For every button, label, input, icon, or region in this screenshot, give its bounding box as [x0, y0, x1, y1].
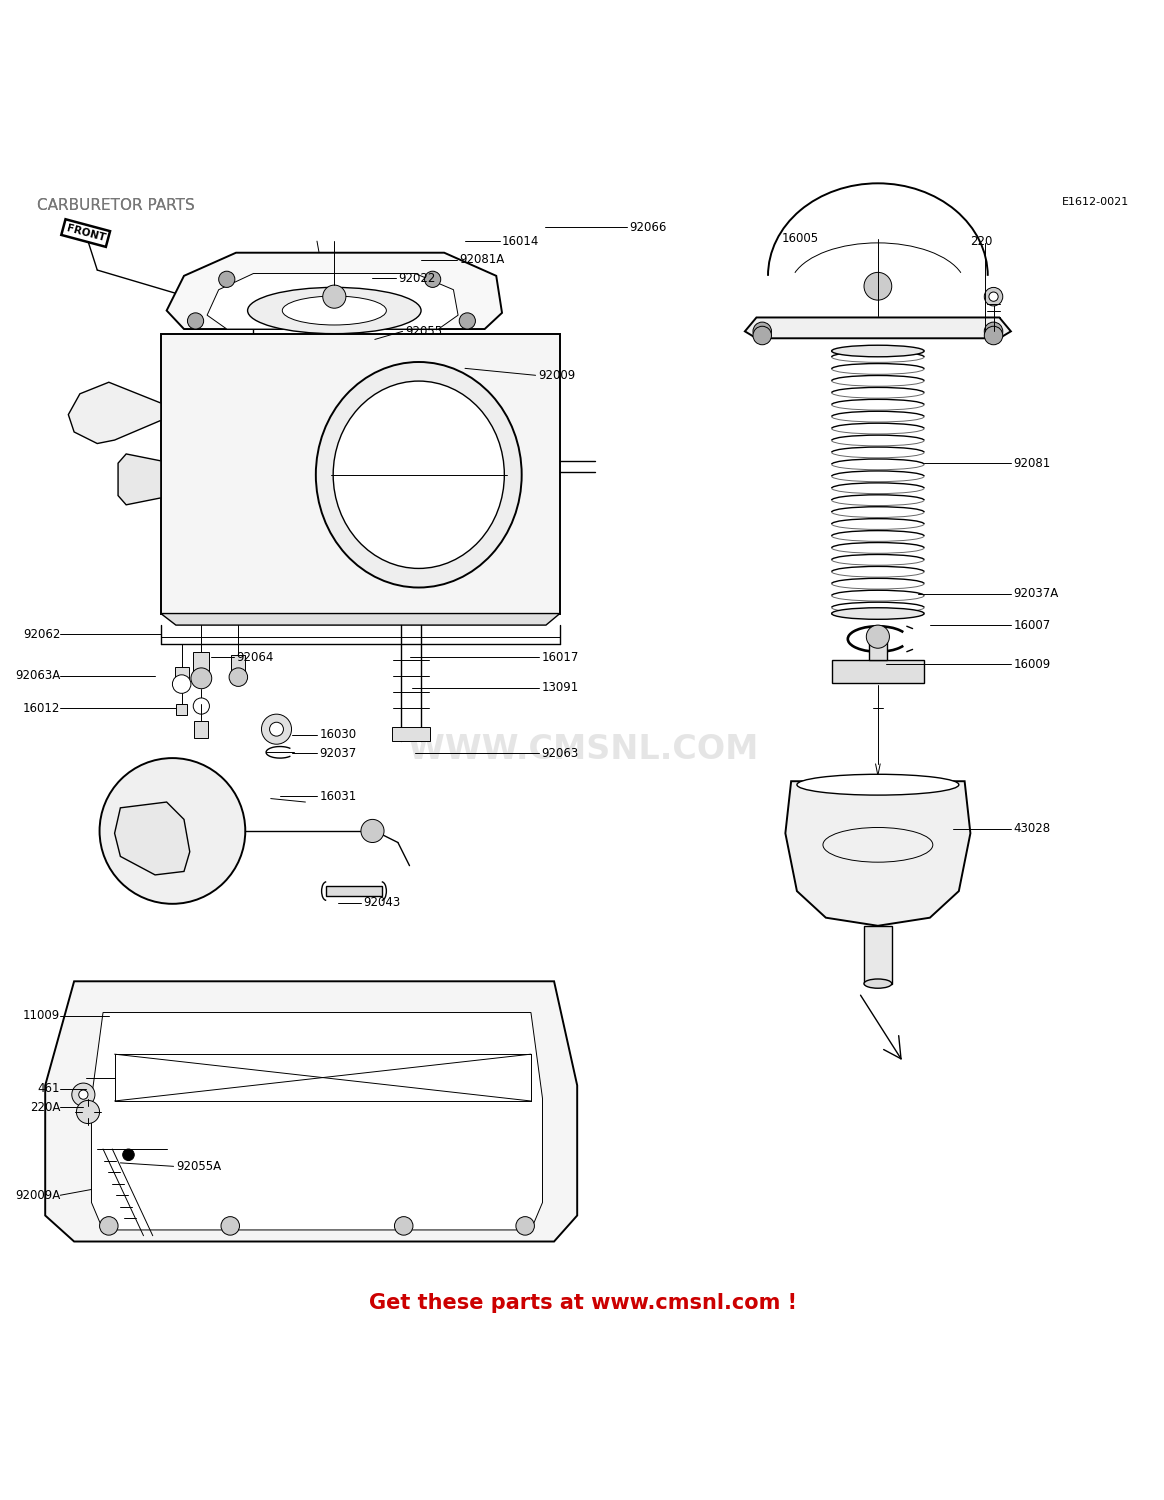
Circle shape: [262, 714, 291, 744]
Ellipse shape: [248, 288, 421, 333]
Text: FRONT: FRONT: [65, 224, 106, 243]
Polygon shape: [92, 1013, 542, 1230]
Text: 11009: 11009: [23, 1010, 61, 1023]
Ellipse shape: [333, 381, 504, 568]
Polygon shape: [864, 926, 892, 984]
Circle shape: [172, 675, 191, 693]
Polygon shape: [786, 782, 971, 926]
Circle shape: [361, 819, 384, 843]
Circle shape: [187, 314, 204, 328]
Text: 16017: 16017: [541, 651, 579, 664]
Ellipse shape: [831, 608, 924, 619]
Polygon shape: [232, 656, 246, 674]
Polygon shape: [114, 802, 190, 874]
Text: 16031: 16031: [319, 790, 356, 802]
Text: 92055A: 92055A: [176, 1160, 221, 1173]
Text: WWW.CMSNL.COM: WWW.CMSNL.COM: [407, 734, 758, 766]
Text: 92081: 92081: [1013, 456, 1050, 470]
Circle shape: [985, 322, 1002, 340]
Text: 92064: 92064: [236, 651, 274, 664]
Circle shape: [221, 1216, 240, 1234]
Circle shape: [229, 668, 248, 687]
Text: 16014: 16014: [502, 234, 539, 248]
Circle shape: [193, 698, 210, 714]
Text: E1612-0021: E1612-0021: [1062, 196, 1129, 207]
Polygon shape: [161, 614, 560, 626]
Circle shape: [753, 327, 772, 345]
Text: 92009: 92009: [538, 369, 575, 382]
Polygon shape: [193, 651, 210, 675]
Ellipse shape: [315, 362, 521, 588]
Circle shape: [753, 322, 772, 340]
Polygon shape: [176, 704, 187, 716]
Text: 92066: 92066: [630, 220, 667, 234]
Polygon shape: [745, 318, 1010, 339]
Ellipse shape: [831, 345, 924, 357]
Circle shape: [395, 1216, 413, 1234]
Ellipse shape: [864, 980, 892, 988]
Polygon shape: [45, 981, 577, 1242]
Circle shape: [77, 1101, 100, 1124]
Text: 92043: 92043: [363, 896, 400, 909]
Text: 461: 461: [37, 1083, 61, 1095]
Polygon shape: [194, 722, 208, 738]
Text: 92055: 92055: [405, 326, 442, 338]
Text: 220: 220: [971, 234, 993, 248]
Polygon shape: [166, 252, 502, 328]
Circle shape: [191, 668, 212, 688]
Text: CARBURETOR PARTS: CARBURETOR PARTS: [37, 198, 194, 213]
Text: CARBURETOR PARTS: CARBURETOR PARTS: [37, 198, 194, 213]
Circle shape: [322, 285, 346, 308]
Circle shape: [989, 292, 999, 302]
Circle shape: [516, 1216, 534, 1234]
Text: 43028: 43028: [1013, 822, 1050, 836]
Polygon shape: [175, 666, 189, 681]
Circle shape: [122, 1149, 134, 1161]
Text: 92037: 92037: [319, 747, 356, 760]
Text: 13091: 13091: [541, 681, 579, 694]
Circle shape: [72, 1083, 95, 1106]
Circle shape: [866, 626, 889, 648]
Circle shape: [985, 327, 1002, 345]
Text: 92062: 92062: [23, 628, 61, 640]
Ellipse shape: [283, 296, 386, 326]
Text: 220A: 220A: [30, 1101, 61, 1114]
Polygon shape: [392, 728, 431, 741]
Circle shape: [460, 314, 475, 328]
Polygon shape: [326, 886, 382, 896]
Text: 92009A: 92009A: [15, 1190, 61, 1202]
Text: 92022: 92022: [398, 272, 435, 285]
Polygon shape: [831, 660, 924, 682]
Circle shape: [100, 758, 246, 904]
Circle shape: [425, 272, 441, 288]
Circle shape: [985, 288, 1002, 306]
Polygon shape: [161, 333, 560, 614]
Text: 92063A: 92063A: [15, 669, 61, 682]
Circle shape: [79, 1090, 88, 1100]
Text: 16009: 16009: [1013, 658, 1050, 670]
Polygon shape: [207, 273, 459, 328]
Text: 16005: 16005: [782, 232, 819, 246]
Polygon shape: [69, 382, 161, 444]
Text: 92063: 92063: [541, 747, 579, 760]
Polygon shape: [868, 642, 887, 660]
Circle shape: [270, 722, 284, 736]
Ellipse shape: [797, 774, 959, 795]
Circle shape: [100, 1216, 118, 1234]
Polygon shape: [118, 454, 161, 506]
Text: 16007: 16007: [1013, 618, 1050, 632]
Text: 92037A: 92037A: [1013, 588, 1058, 600]
Text: 16030: 16030: [319, 729, 356, 741]
Text: Get these parts at www.cmsnl.com !: Get these parts at www.cmsnl.com !: [369, 1293, 797, 1312]
Text: 92081A: 92081A: [460, 254, 504, 266]
Circle shape: [864, 273, 892, 300]
Text: 16012: 16012: [23, 702, 61, 715]
Circle shape: [219, 272, 235, 288]
